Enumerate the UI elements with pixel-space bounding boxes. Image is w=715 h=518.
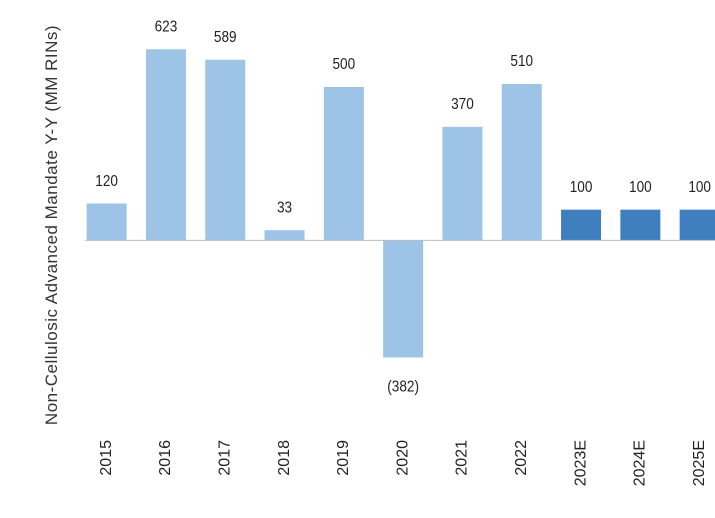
data-label: 510 bbox=[510, 53, 533, 70]
bar bbox=[205, 59, 246, 241]
bar bbox=[323, 87, 364, 241]
data-label: 120 bbox=[95, 173, 118, 190]
data-label: 100 bbox=[629, 179, 652, 196]
y-axis-label: Non-Cellulosic Advanced Mandate Y-Y (MM … bbox=[42, 24, 61, 426]
bar bbox=[264, 230, 305, 241]
bar bbox=[679, 209, 715, 241]
x-tick-label: 2019 bbox=[335, 440, 352, 476]
bar bbox=[86, 203, 127, 241]
bar bbox=[145, 49, 186, 241]
data-label: 623 bbox=[155, 19, 178, 36]
x-tick-label: 2016 bbox=[157, 440, 174, 476]
data-label: (382) bbox=[387, 379, 419, 396]
data-label: 589 bbox=[214, 29, 237, 46]
x-tick-label: 2023E bbox=[572, 440, 589, 486]
bar bbox=[442, 126, 483, 241]
x-tick-label: 2015 bbox=[98, 440, 115, 476]
bar bbox=[501, 83, 542, 241]
x-tick-label: 2025E bbox=[691, 440, 708, 486]
x-tick-label: 2018 bbox=[276, 440, 293, 476]
data-label: 100 bbox=[570, 179, 593, 196]
data-label: 33 bbox=[277, 200, 292, 217]
x-tick-label: 2020 bbox=[394, 440, 411, 476]
x-tick-label: 2024E bbox=[632, 440, 649, 486]
data-label: 370 bbox=[451, 96, 474, 113]
bar bbox=[561, 209, 602, 241]
bar bbox=[620, 209, 661, 241]
x-tick-label: 2022 bbox=[513, 440, 530, 476]
x-tick-label: 2021 bbox=[454, 440, 471, 476]
x-tick-label: 2017 bbox=[216, 440, 233, 476]
data-label: 100 bbox=[688, 179, 711, 196]
data-label: 500 bbox=[333, 56, 356, 73]
bar bbox=[383, 240, 424, 358]
